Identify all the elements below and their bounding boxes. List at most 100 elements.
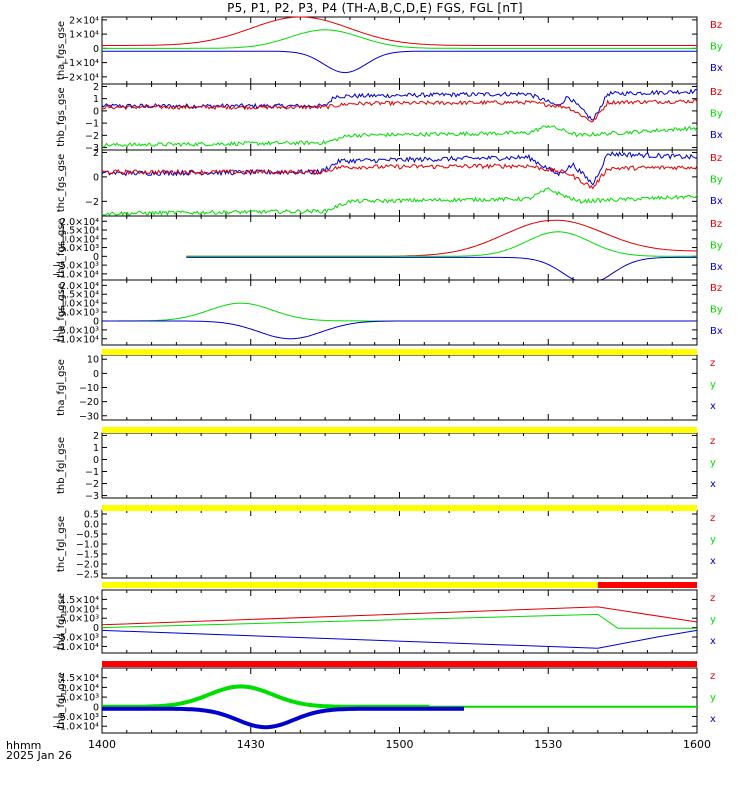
y-tick-label: 2 — [93, 82, 99, 93]
series-line-y — [186, 231, 697, 257]
y-tick-label: −1×10⁴ — [61, 58, 99, 69]
y-tick-label: 0 — [93, 44, 99, 55]
y-tick-label: 1.5×10⁴ — [60, 595, 99, 606]
series-line-x — [101, 629, 698, 649]
x-tick-label: 1600 — [683, 738, 711, 751]
y-tick-label: −1.5 — [76, 550, 99, 561]
legend-label: y — [710, 615, 716, 626]
series-line-x — [102, 706, 464, 730]
y-tick-label: −5.0×10³ — [52, 325, 99, 336]
y-tick-label: −1 — [85, 467, 99, 478]
y-tick-label: 1.0×10⁴ — [60, 234, 99, 245]
y-tick-label: 1 — [93, 94, 99, 105]
y-tick-label: 2 — [93, 148, 99, 159]
legend-label: x — [710, 636, 716, 647]
legend-label: By — [710, 305, 723, 316]
series-line-x — [101, 150, 698, 186]
series-line-y — [101, 613, 697, 629]
y-axis-label: thc_fgs_gse — [56, 154, 67, 213]
y-tick-label: 1.5×10⁴ — [60, 290, 99, 301]
y-tick-label: 1.0×10⁴ — [60, 683, 99, 694]
data-quality-bar — [102, 349, 697, 355]
legend-label: Bz — [710, 283, 722, 294]
y-tick-label: 0 — [93, 252, 99, 263]
y-tick-label: 1.5×10⁴ — [60, 226, 99, 237]
panel-frame — [101, 509, 698, 579]
y-tick-label: 1.0×10⁴ — [60, 299, 99, 310]
legend-label: y — [710, 693, 716, 704]
y-tick-label: 0 — [93, 172, 99, 183]
y-tick-label: 5.0×10³ — [60, 614, 99, 625]
y-axis-label: the_fgl_gse — [56, 672, 67, 729]
legend-label: Bx — [710, 326, 723, 337]
series-line-y — [101, 186, 698, 216]
legend-label: y — [710, 380, 716, 391]
legend-label: z — [710, 358, 715, 369]
y-tick-label: 2 — [93, 431, 99, 442]
data-quality-bar — [102, 661, 697, 667]
y-tick-label: −1 — [85, 119, 99, 130]
y-tick-label: −3 — [85, 143, 99, 154]
y-tick-label: −30 — [79, 411, 99, 422]
y-tick-label: −1.0×10⁴ — [52, 642, 99, 653]
y-tick-label: 2.0×10⁴ — [60, 281, 99, 292]
x-tick-label: 1430 — [237, 738, 265, 751]
series-line-z — [101, 606, 698, 626]
legend-label: z — [710, 436, 715, 447]
series-line-y — [102, 29, 697, 49]
y-tick-label: 1 — [93, 443, 99, 454]
y-axis-label: thb_fgs_gse — [56, 87, 67, 146]
y-tick-label: −1.0 — [76, 540, 99, 551]
legend-label: z — [710, 593, 715, 604]
y-tick-label: −3 — [85, 491, 99, 502]
series-line-x — [102, 320, 697, 340]
y-tick-label: 0 — [93, 316, 99, 327]
legend-label: x — [710, 714, 716, 725]
y-tick-label: −5.0×10³ — [52, 712, 99, 723]
panel-frame — [101, 354, 698, 421]
x-tick-label: 1400 — [88, 738, 116, 751]
y-tick-label: 0 — [93, 369, 99, 380]
y-tick-label: 1×10⁴ — [69, 30, 99, 41]
data-quality-bar — [102, 505, 697, 511]
x-tick-label: 1500 — [386, 738, 414, 751]
y-tick-label: 2.0×10⁴ — [60, 217, 99, 228]
y-axis-label: tha_fgl_gse — [56, 359, 67, 416]
plot-title: P5, P1, P2, P3, P4 (TH-A,B,C,D,E) FGS, F… — [227, 1, 523, 15]
legend-label: By — [710, 109, 723, 120]
series-line-y — [102, 302, 697, 322]
legend-label: z — [710, 513, 715, 524]
y-tick-label: −2.5 — [76, 570, 99, 581]
legend-label: Bz — [710, 153, 722, 164]
y-tick-label: 1.5×10⁴ — [60, 673, 99, 684]
legend-label: y — [710, 458, 716, 469]
legend-label: x — [710, 401, 716, 412]
series-line-x — [101, 88, 698, 121]
y-tick-label: 1.0×10⁴ — [60, 604, 99, 615]
y-tick-label: 0 — [93, 623, 99, 634]
y-tick-label: −2 — [85, 479, 99, 490]
legend-label: x — [710, 556, 716, 567]
y-tick-label: −5.0×10³ — [52, 261, 99, 272]
y-axis-label: thd_fgs_gse — [56, 218, 67, 277]
legend-label: y — [710, 535, 716, 546]
legend-label: x — [710, 479, 716, 490]
legend-label: Bz — [710, 20, 722, 31]
y-tick-label: −20 — [79, 397, 99, 408]
y-tick-label: 0 — [93, 106, 99, 117]
panel-frame — [101, 149, 698, 217]
panel-frame — [101, 215, 698, 281]
y-axis-label: tha_fgs_gse — [56, 21, 67, 80]
y-tick-label: 0.5 — [84, 510, 99, 521]
y-tick-label: 5.0×10³ — [60, 243, 99, 254]
series-line-z — [102, 16, 697, 46]
y-tick-label: 5.0×10³ — [60, 308, 99, 319]
legend-label: Bz — [710, 219, 722, 230]
date-label: 2025 Jan 26 — [6, 749, 72, 762]
time-axis-label: hhmm — [6, 739, 42, 752]
y-tick-label: −1.0×10⁴ — [52, 269, 99, 280]
y-axis-label: thd_fgl_gse — [56, 593, 67, 650]
y-tick-label: −2 — [85, 131, 99, 142]
y-tick-label: 2×10⁴ — [69, 15, 99, 26]
y-tick-label: −10 — [79, 383, 99, 394]
